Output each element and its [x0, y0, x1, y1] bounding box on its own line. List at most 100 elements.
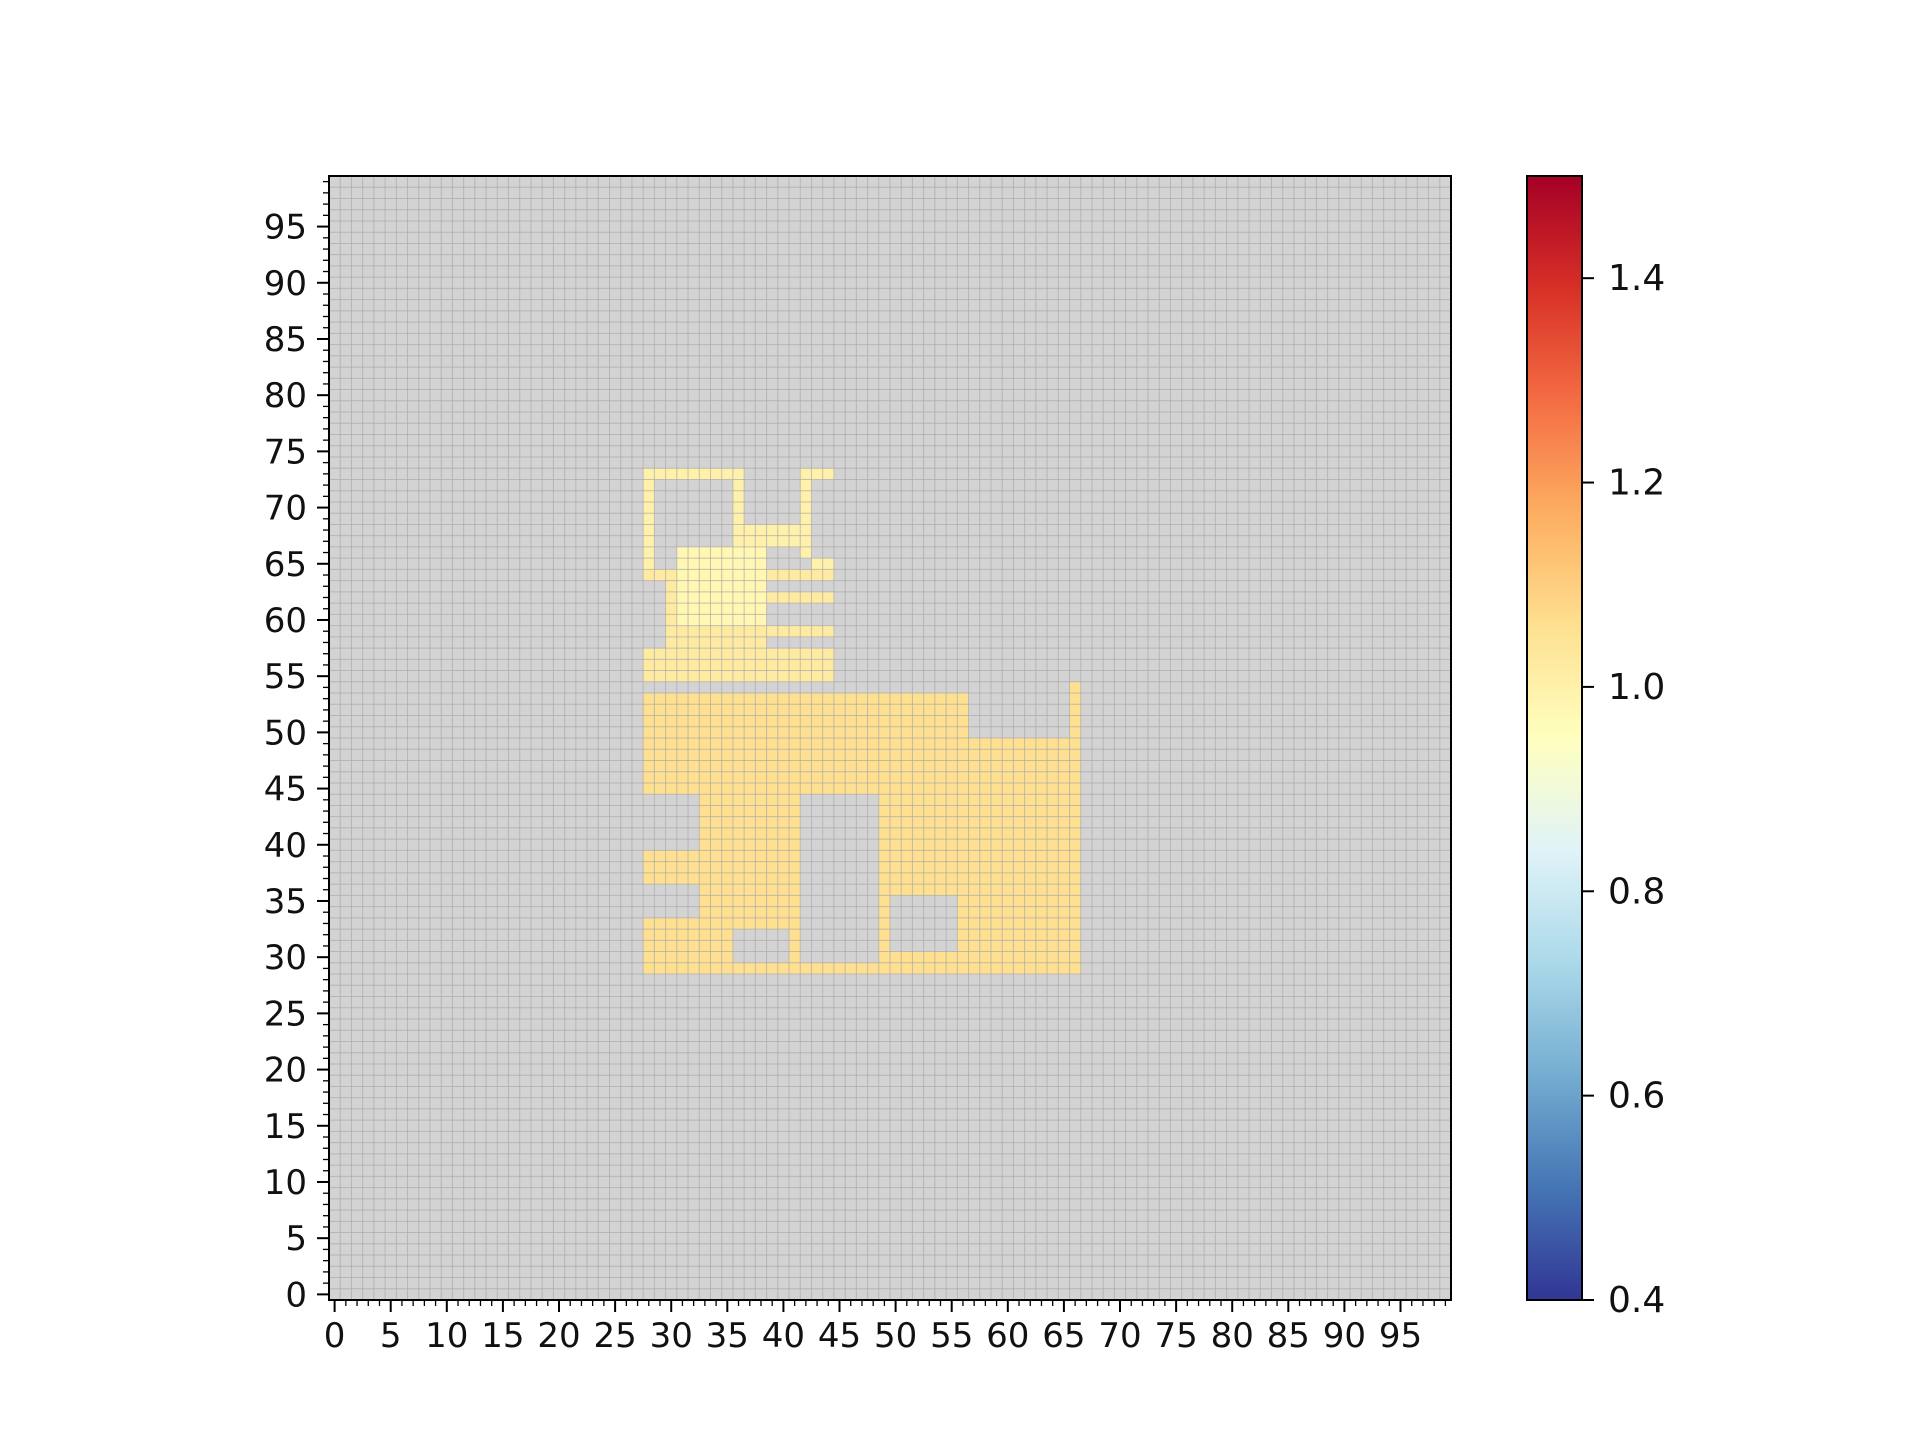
heatmap-cell [732, 884, 745, 896]
heatmap-cell [957, 693, 969, 705]
heatmap-cell [710, 625, 722, 638]
heatmap-cell [1069, 738, 1082, 750]
heatmap-cell [699, 962, 711, 975]
heatmap-cell [800, 546, 812, 559]
heatmap-cell [654, 872, 666, 885]
heatmap-cell [643, 490, 655, 503]
heatmap-cell [1047, 827, 1059, 840]
heatmap-cell [1024, 771, 1037, 784]
heatmap-cell [643, 771, 655, 784]
heatmap-cell [699, 816, 711, 829]
heatmap-cell [744, 749, 756, 761]
heatmap-cell [957, 805, 969, 817]
heatmap-cell [721, 614, 734, 626]
heatmap-cell [699, 839, 711, 851]
heatmap-cell [1058, 805, 1070, 817]
heatmap-cell [890, 839, 902, 851]
heatmap-cell [654, 704, 666, 716]
heatmap-cell [957, 738, 969, 750]
heatmap-cell [901, 805, 913, 817]
heatmap-cell [665, 962, 678, 975]
x-tick-label: 50 [874, 1316, 917, 1356]
heatmap-cell [688, 917, 700, 930]
heatmap-cell [890, 782, 902, 795]
heatmap-cell [744, 872, 756, 885]
heatmap-cell [856, 693, 868, 705]
heatmap-cell [654, 569, 666, 581]
heatmap-cell [732, 839, 745, 851]
heatmap-cell [1047, 861, 1059, 874]
heatmap-cell [923, 760, 936, 773]
heatmap-cell [643, 929, 655, 941]
heatmap-cell [856, 704, 868, 716]
heatmap-cell [643, 726, 655, 739]
heatmap-cell [856, 715, 868, 728]
heatmap-cell [1035, 951, 1048, 964]
heatmap-cell [1024, 738, 1037, 750]
plot-area [328, 175, 1452, 1301]
heatmap-cell [676, 738, 689, 750]
heatmap-cell [721, 884, 734, 896]
x-tick-label: 40 [762, 1316, 805, 1356]
heatmap-cell [878, 704, 891, 716]
heatmap-cell [1047, 738, 1059, 750]
heatmap-cell [766, 861, 779, 874]
heatmap-cell [1058, 794, 1070, 806]
heatmap-cell [676, 850, 689, 862]
heatmap-cell [979, 962, 992, 975]
heatmap-cell [643, 648, 655, 660]
heatmap-cell [822, 749, 835, 761]
heatmap-cell [710, 850, 722, 862]
heatmap-cell [1035, 884, 1048, 896]
heatmap-cell [946, 715, 958, 728]
heatmap-cell [643, 569, 655, 581]
heatmap-cell [901, 827, 913, 840]
heatmap-cell [755, 558, 767, 570]
heatmap-cell [721, 715, 734, 728]
heatmap-cell [777, 861, 790, 874]
heatmap-cell [789, 895, 801, 907]
heatmap-cell [789, 951, 801, 964]
heatmap-cell [968, 850, 981, 862]
heatmap-cell [1002, 760, 1014, 773]
heatmap-cell [1047, 749, 1059, 761]
heatmap-cell [979, 850, 992, 862]
heatmap-cell [721, 558, 734, 570]
heatmap-cell [699, 906, 711, 919]
heatmap-cell [878, 827, 891, 840]
heatmap-cell [1024, 827, 1037, 840]
heatmap-cell [688, 546, 700, 559]
heatmap-cell [1058, 929, 1070, 941]
heatmap-cell [755, 760, 767, 773]
heatmap-cell [979, 951, 992, 964]
heatmap-cell [721, 940, 734, 952]
heatmap-cell [1035, 917, 1048, 930]
heatmap-cell [676, 693, 689, 705]
heatmap-cell [901, 782, 913, 795]
heatmap-cell [934, 738, 947, 750]
heatmap-cell [777, 962, 790, 975]
heatmap-cell [688, 760, 700, 773]
heatmap-cell [710, 546, 722, 559]
heatmap-cell [755, 839, 767, 851]
heatmap-cell [777, 895, 790, 907]
heatmap-cell [643, 749, 655, 761]
heatmap-cell [990, 917, 1003, 930]
heatmap-cell [1024, 929, 1037, 941]
heatmap-cell [890, 951, 902, 964]
heatmap-cell [732, 558, 745, 570]
heatmap-cell [755, 726, 767, 739]
heatmap-cell [1069, 940, 1082, 952]
heatmap-cell [890, 704, 902, 716]
heatmap-cell [755, 591, 767, 604]
heatmap-cell [968, 782, 981, 795]
heatmap-cell [699, 872, 711, 885]
heatmap-cell [699, 749, 711, 761]
heatmap-cell [990, 816, 1003, 829]
heatmap-cell [699, 670, 711, 683]
heatmap-cell [744, 771, 756, 784]
heatmap-cell [811, 693, 823, 705]
heatmap-cell [777, 569, 790, 581]
heatmap-cell [744, 614, 756, 626]
heatmap-cell [755, 636, 767, 649]
